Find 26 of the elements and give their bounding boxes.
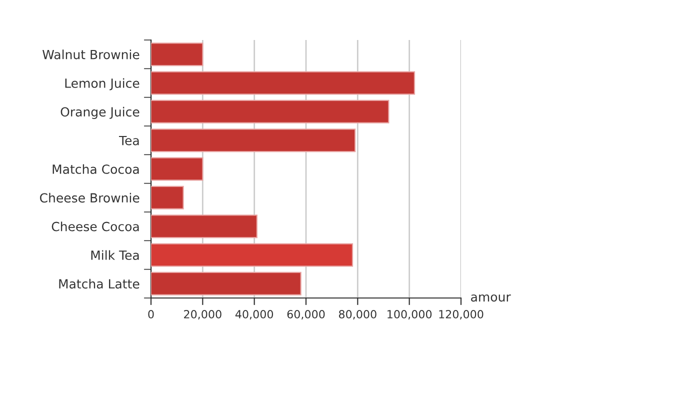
x-tick-label: 40,000 [235,310,274,320]
bar [151,71,416,95]
y-tick-label: Cheese Cocoa [52,222,139,232]
x-tick-label: 100,000 [388,310,432,320]
y-tick-label: Matcha Cocoa [52,164,139,174]
bar [151,214,258,238]
bar [151,272,302,296]
y-tick-label: Orange Juice [60,106,140,120]
x-tick-label: 80,000 [338,310,376,320]
bar [151,100,390,124]
bar [151,157,204,181]
bar [151,128,356,152]
x-tick-label: 60,000 [287,310,325,320]
x-tick-label: 20,000 [184,310,222,320]
bar [151,243,354,267]
y-tick-label: Walnut Brownie [42,50,140,60]
x-axis-title: amour [471,294,511,302]
y-tick-label: Lemon Juice [65,78,140,90]
y-tick-label: Cheese Brownie [40,192,140,203]
bar [151,186,184,210]
y-tick-label: Matcha Latte [59,278,140,289]
y-tick-label: Tea [118,136,139,146]
bar [151,42,204,66]
x-tick-label: 120,000 [439,310,484,320]
y-tick-label: Milk Tea [91,250,139,260]
x-tick-label: 0 [148,310,154,318]
